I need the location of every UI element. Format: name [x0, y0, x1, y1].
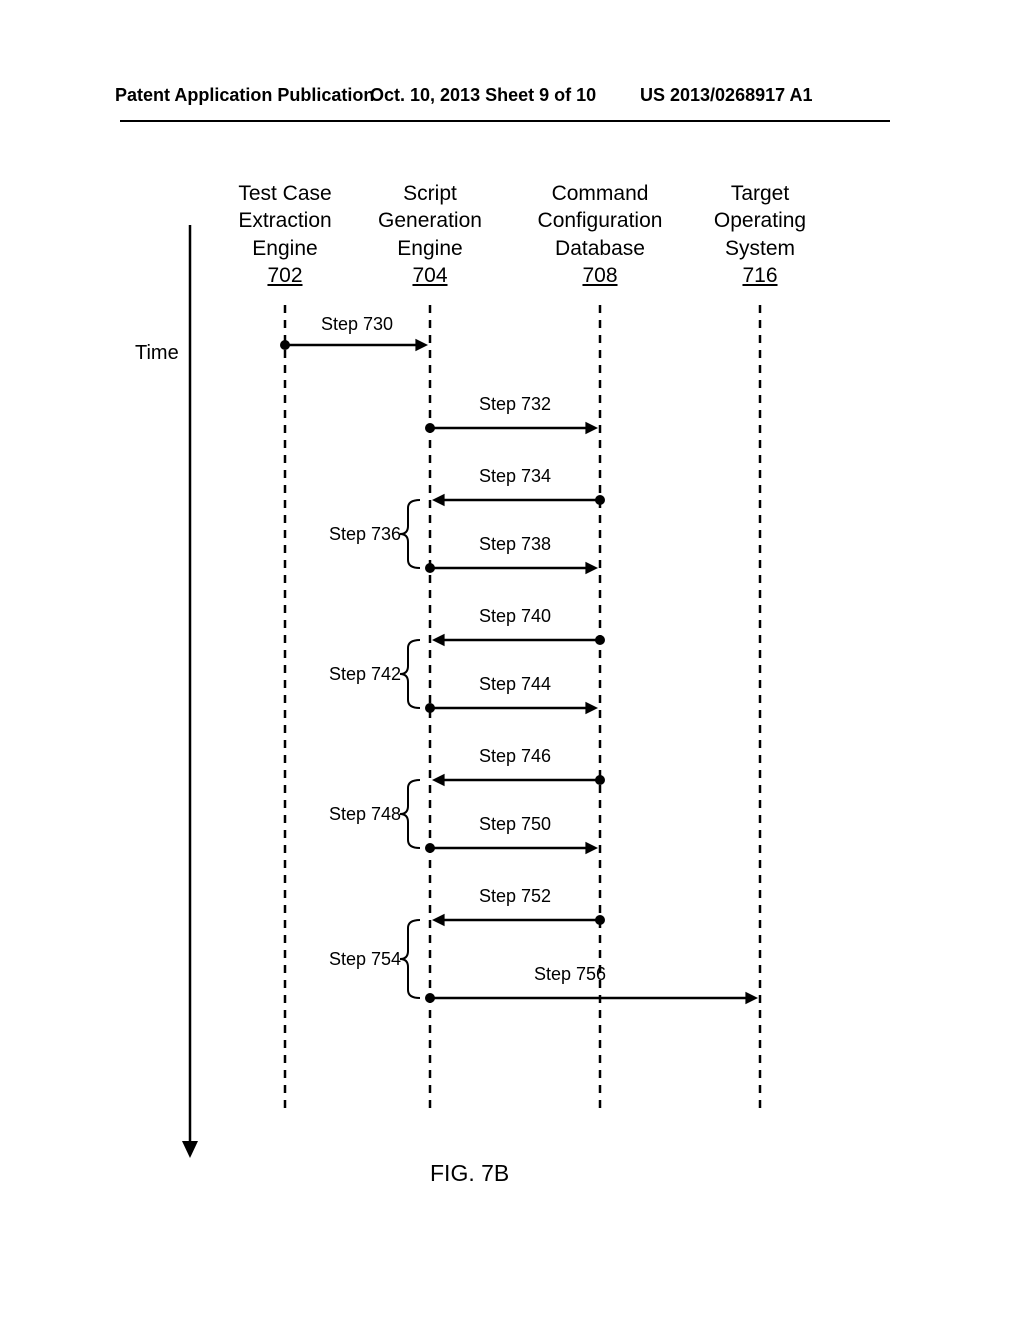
figure-caption: FIG. 7B [430, 1160, 509, 1187]
svg-text:Step 754: Step 754 [329, 949, 401, 969]
header-left: Patent Application Publication [115, 85, 374, 106]
participant-title-line: Operating [690, 207, 830, 234]
time-axis-label: Time [135, 342, 179, 365]
sequence-diagram: Step 730 Step 732 Step 734 Step 738 Step 740… [0, 150, 1024, 1200]
participant-number: 704 [412, 262, 447, 289]
header-center: Oct. 10, 2013 Sheet 9 of 10 [370, 85, 596, 106]
participant-label: CommandConfigurationDatabase708 [530, 180, 670, 289]
participant-title-line: Command [530, 180, 670, 207]
svg-text:Step 746: Step 746 [479, 746, 551, 766]
participant-label: Test CaseExtractionEngine702 [215, 180, 355, 289]
diagram-svg: Step 730 Step 732 Step 734 Step 738 Step 740… [0, 150, 1024, 1200]
participant-label: TargetOperatingSystem716 [690, 180, 830, 289]
participant-title-line: Test Case [215, 180, 355, 207]
participant-title-line: Target [690, 180, 830, 207]
svg-text:Step 740: Step 740 [479, 606, 551, 626]
participant-title-line: Engine [360, 235, 500, 262]
svg-text:Step 742: Step 742 [329, 664, 401, 684]
participant-title-line: Extraction [215, 207, 355, 234]
svg-text:Step 734: Step 734 [479, 466, 551, 486]
participant-number: 702 [267, 262, 302, 289]
header-line [120, 120, 890, 122]
participant-number: 708 [582, 262, 617, 289]
svg-text:Step 752: Step 752 [479, 886, 551, 906]
participant-title-line: Script [360, 180, 500, 207]
participant-number: 716 [742, 262, 777, 289]
svg-text:Step 730: Step 730 [321, 314, 393, 334]
svg-text:Step 736: Step 736 [329, 524, 401, 544]
participant-title-line: Database [530, 235, 670, 262]
svg-text:Step 756: Step 756 [534, 964, 606, 984]
svg-text:Step 738: Step 738 [479, 534, 551, 554]
svg-text:Step 744: Step 744 [479, 674, 551, 694]
participant-title-line: System [690, 235, 830, 262]
participant-title-line: Generation [360, 207, 500, 234]
svg-text:Step 750: Step 750 [479, 814, 551, 834]
svg-text:Step 748: Step 748 [329, 804, 401, 824]
participant-label: ScriptGenerationEngine704 [360, 180, 500, 289]
svg-text:Step 732: Step 732 [479, 394, 551, 414]
header-right: US 2013/0268917 A1 [640, 85, 812, 106]
participant-title-line: Engine [215, 235, 355, 262]
participant-title-line: Configuration [530, 207, 670, 234]
